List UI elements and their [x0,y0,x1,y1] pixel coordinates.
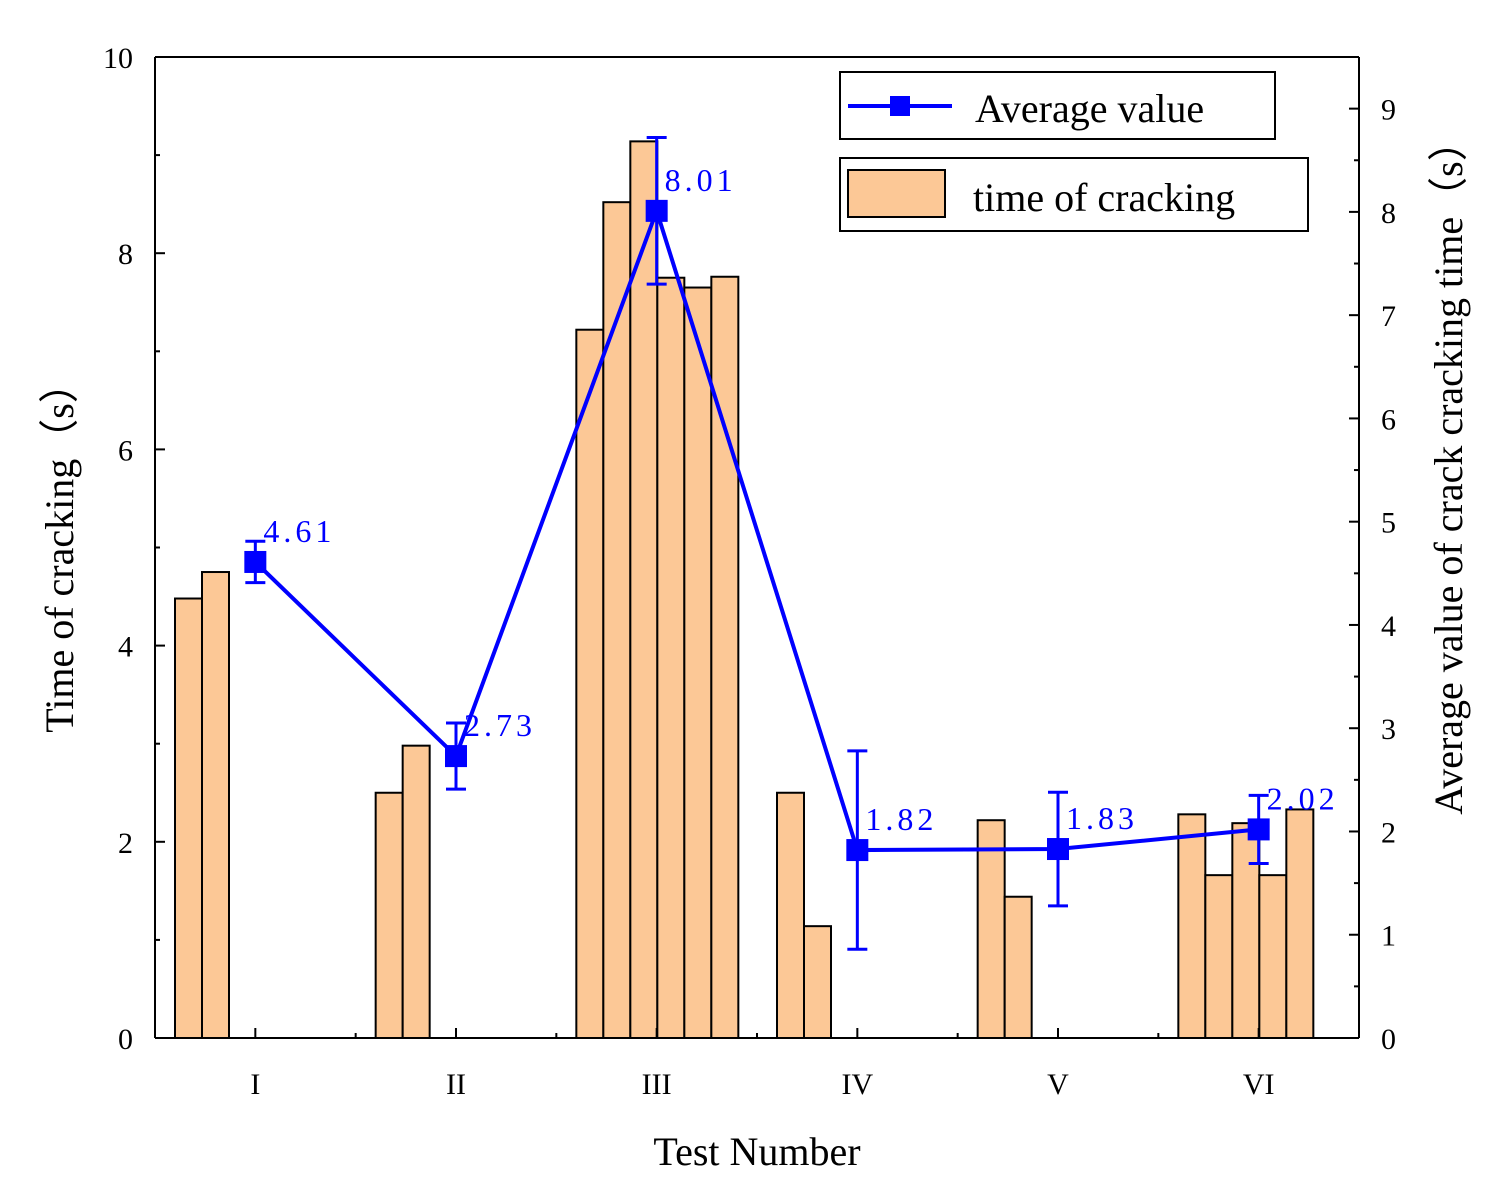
x-tick-label-V: V [1047,1068,1069,1101]
x-tick-label-I: I [250,1068,260,1101]
bar-VI-3 [1231,822,1261,1040]
axes-layer [154,56,1360,1039]
y-tick-label: 4 [118,631,133,664]
y2-tick-label: 0 [1381,1023,1396,1056]
bar-III-3 [629,140,659,1039]
bar-IV-1 [776,791,805,1039]
y2-tick-label: 2 [1381,816,1396,849]
bar-II-1 [374,791,404,1039]
y2-tick-label: 6 [1381,403,1396,436]
bar-VI-1 [1177,813,1207,1039]
bar-V-2 [1003,895,1033,1040]
bar-III-6 [710,275,740,1039]
data-label-II: 2.73 [464,707,536,743]
bar-III-5 [683,286,713,1040]
y2-tick-label: 7 [1381,300,1396,333]
legend: Average value time of cracking [839,71,1309,232]
average-marker-V [1047,838,1069,861]
y-tick-label: 8 [118,238,133,271]
average-value-line [253,204,1259,853]
x-tick-label-IV: IV [842,1068,874,1101]
bar-III-2 [602,201,632,1040]
data-label-IV: 1.82 [865,801,937,837]
average-marker-III [645,199,668,222]
bar-IV-2 [803,925,832,1040]
bar-VI-2 [1204,874,1234,1039]
average-marker-IV [846,839,869,862]
bar-III-4 [656,276,686,1040]
average-line-layer [244,136,1270,951]
y2-tick-label: 8 [1381,197,1396,230]
y2-tick-label: 1 [1381,920,1396,953]
bars-layer [174,140,1315,1040]
data-label-VI: 2.02 [1267,780,1339,816]
x-tick-label-II: II [446,1068,466,1101]
legend-bar-swatch [847,169,946,218]
bar-I-2 [201,571,230,1040]
data-label-I: 4.61 [263,513,335,549]
legend-label-bars: time of cracking [973,175,1235,220]
legend-square-marker [890,96,910,116]
average-marker-VI [1247,818,1270,841]
y2-tick-label: 9 [1381,94,1396,127]
y-tick-label: 0 [118,1023,133,1056]
bar-I-1 [174,597,203,1040]
bar-V-1 [976,819,1006,1040]
x-tick-label-VI: VI [1243,1068,1275,1101]
average-marker-II [445,745,467,768]
bar-II-2 [401,744,431,1039]
y2-axis-title: Average value of crack cracking time（s） [1426,121,1471,814]
data-label-V: 1.83 [1066,800,1138,836]
data-label-III: 8.01 [665,162,737,198]
bar-VI-4 [1258,874,1288,1039]
x-axis-title: Test Number [653,1129,860,1174]
y-tick-label: 6 [118,434,133,467]
x-tick-label-III: III [642,1068,672,1101]
y2-tick-label: 5 [1381,507,1396,540]
y-tick-label: 2 [118,827,133,860]
y-axis-title: Time of cracking（s） [37,363,82,733]
average-marker-I [244,550,267,573]
bar-III-1 [575,328,605,1039]
y-tick-label: 10 [103,42,133,75]
y2-tick-label: 3 [1381,713,1396,746]
y2-tick-label: 4 [1381,610,1396,643]
bar-VI-5 [1285,808,1315,1039]
legend-label-average: Average value [975,86,1204,131]
